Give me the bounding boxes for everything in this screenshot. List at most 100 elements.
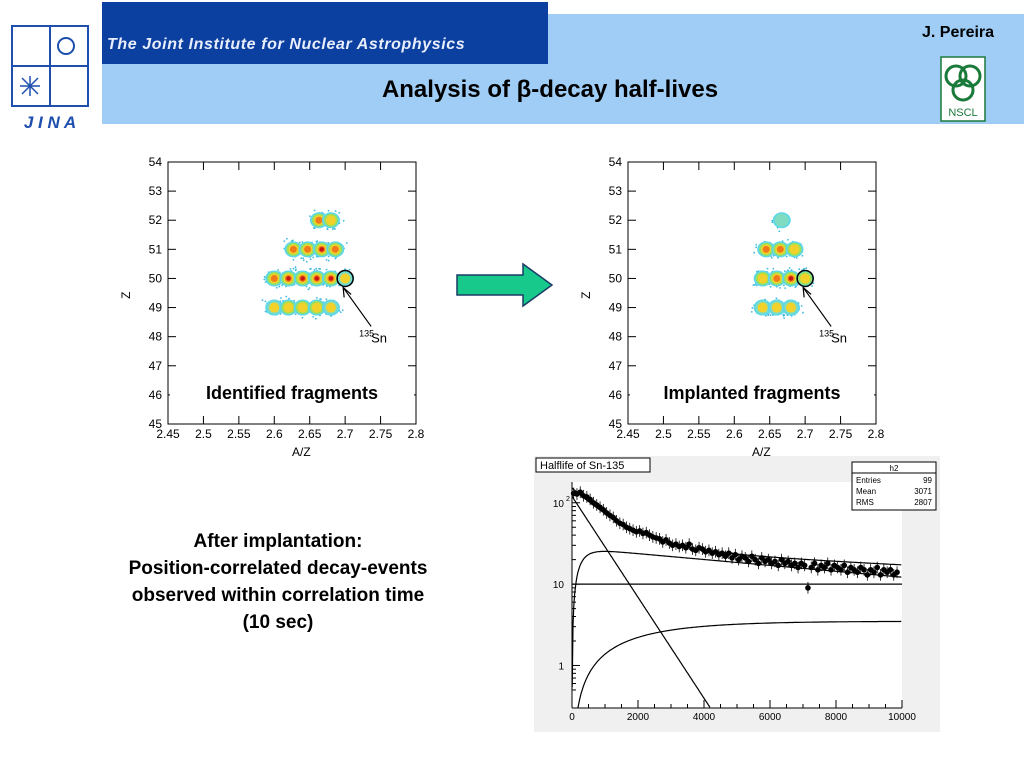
count-dot [784, 287, 787, 289]
blob-core [289, 245, 297, 253]
data-point [755, 560, 762, 567]
data-point [801, 562, 808, 569]
count-dot [292, 258, 295, 261]
y-axis-label: Z [119, 291, 133, 298]
blob-mid [283, 302, 294, 313]
count-dot [330, 315, 332, 317]
count-dot [286, 237, 288, 240]
data-point [742, 555, 749, 561]
inset-label: Implanted fragments [663, 383, 840, 403]
x-tick-label: 4000 [693, 712, 716, 723]
annotation-mass: 135 [819, 328, 834, 338]
count-dot [325, 298, 328, 301]
y-tick-label: 52 [609, 213, 623, 227]
count-dot [779, 287, 781, 289]
count-dot [766, 267, 769, 270]
count-dot [316, 297, 318, 299]
data-point [877, 572, 884, 578]
count-dot [327, 241, 330, 244]
x-tick-label: 2.65 [298, 427, 322, 441]
y-tick-label: 54 [149, 155, 163, 169]
x-tick-label: 2.55 [227, 427, 251, 441]
count-dot [752, 284, 755, 286]
annotation-arrow [342, 287, 372, 327]
data-point [683, 544, 689, 551]
count-dot [278, 285, 281, 288]
data-point [841, 562, 848, 569]
count-dot [325, 285, 328, 288]
data-point [785, 558, 791, 565]
count-dot [805, 267, 808, 270]
x-tick-label: 2.75 [829, 427, 853, 441]
implanted-fragments-chart: 45 46 47 48 49 50 51 52 53 54 2.45 2.5 2.55 2.6 2.65 2.… [579, 155, 885, 459]
count-dot [263, 278, 266, 281]
count-dot [283, 240, 286, 242]
y-tick-label: 47 [149, 359, 163, 373]
annotation-arrowhead [802, 285, 812, 298]
identified-fragments-chart: 45 46 47 48 49 50 51 52 53 54 2.45 2.5 2.55 2.6 2.65 2.… [119, 155, 425, 459]
fit-curve-granddaughter [577, 620, 902, 709]
data-point [861, 566, 867, 573]
count-dot [771, 221, 774, 224]
y-tick-label: 49 [609, 301, 623, 315]
blob-core [331, 245, 339, 253]
blob-mid [771, 302, 782, 313]
count-dot [772, 267, 775, 270]
data-point [775, 562, 782, 569]
x-tick-label: 2.45 [616, 427, 640, 441]
plot-title: Halflife of Sn-135 [540, 460, 624, 472]
count-dot [315, 317, 317, 320]
count-dot [772, 254, 775, 257]
nscl-logo: NSCL [940, 56, 986, 122]
stats-row-label: RMS [856, 498, 874, 507]
count-dot [288, 297, 290, 300]
data-point [821, 564, 828, 571]
fit-curve-parent [571, 496, 711, 708]
count-dot [309, 258, 312, 261]
count-dot [775, 297, 778, 300]
count-dot [777, 256, 779, 259]
y-tick-label: 52 [149, 213, 163, 227]
annotation-circle [796, 269, 814, 288]
blob-mid [785, 302, 796, 313]
count-dot [784, 270, 786, 272]
x-tick-label: 2.7 [337, 427, 354, 441]
data-point [838, 566, 844, 573]
data-point [778, 556, 785, 563]
blob-mid [340, 273, 351, 284]
count-dot [783, 284, 785, 287]
y-tick-label: 50 [609, 271, 623, 285]
stats-row-value: 2807 [914, 498, 932, 507]
slide-title: Analysis of β-decay half-lives [381, 76, 719, 103]
count-dot [787, 269, 789, 271]
blob-mid [325, 215, 336, 226]
data-point [864, 572, 871, 578]
blob-mid [757, 302, 768, 313]
count-dot [294, 266, 297, 269]
count-dot [334, 210, 337, 212]
jina-logo-text: J I N A [24, 113, 76, 132]
institute-banner [102, 2, 548, 64]
count-dot [783, 314, 786, 317]
x-tick-label: 2.7 [797, 427, 814, 441]
data-point [874, 564, 881, 571]
count-dot [312, 227, 315, 229]
count-dot [277, 269, 280, 271]
x-axis-label: A/Z [752, 445, 771, 459]
caption: After implantation: Position-correlated … [92, 528, 464, 636]
count-dot [334, 257, 337, 260]
blob-core [776, 245, 784, 253]
blob-mid [325, 302, 336, 313]
x-tick-label: 2.6 [266, 427, 283, 441]
annotation-mass: 135 [359, 328, 374, 338]
count-dot [339, 311, 342, 313]
count-dot [313, 209, 316, 212]
count-dot [309, 215, 311, 217]
y-tick-label: 47 [609, 359, 623, 373]
count-dot [338, 211, 341, 214]
blob-peak [286, 276, 291, 281]
count-dot [327, 255, 330, 258]
count-dot [310, 267, 312, 270]
count-dot [753, 251, 756, 254]
count-dot [327, 259, 330, 262]
